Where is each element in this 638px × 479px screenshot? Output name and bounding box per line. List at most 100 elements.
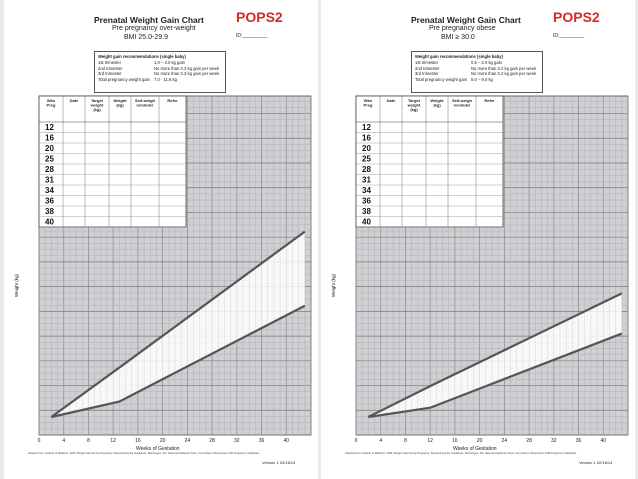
chart-panel-overweight: 0 4 8 12 16 20 24 28 32 36 40 Wks Preg Date Target weig…: [4, 0, 318, 479]
table-header: weight: [407, 103, 421, 108]
x-tick-label: 12: [110, 438, 116, 444]
x-tick-label: 8: [87, 438, 90, 444]
week-label: 36: [362, 197, 371, 206]
table-header: Target: [408, 98, 421, 103]
rec-row-label: 2nd trimester: [98, 65, 123, 71]
table-header: (kg): [116, 103, 124, 108]
table-header: Weight: [430, 98, 444, 103]
tracking-table: [355, 95, 504, 228]
recommendations-title: Weight gain recommendations (single baby…: [98, 54, 186, 59]
source-footnote: Adapted from: Institute of Medicine. 200…: [28, 452, 260, 455]
chart-subtitle: Pre pregnancy over-weight: [112, 25, 196, 32]
rec-row-value: 7.0 - 11.5 kg: [154, 76, 177, 82]
x-tick-label: 0: [355, 438, 358, 444]
x-tick-label: 28: [526, 438, 532, 444]
rec-row-value: No more than 0.2 kg gain per week: [471, 65, 537, 71]
week-label: 34: [45, 186, 54, 195]
x-tick-label: 16: [452, 438, 458, 444]
rec-row: Total pregnancy weight gain 5.0 – 9.0 kg: [415, 77, 539, 83]
week-label: 31: [362, 176, 371, 185]
week-label: 28: [362, 165, 371, 174]
table-header: Refer: [484, 98, 495, 103]
tracking-table: [38, 95, 187, 228]
chart-panel-obese: 0 4 8 12 16 20 24 28 32 36 40 Wks Preg Date Target weig…: [321, 0, 635, 479]
rec-row-value: No more than 0.3 kg gain per week: [154, 65, 220, 71]
week-label: 16: [362, 134, 371, 143]
chart-title: Prenatal Weight Gain Chart: [94, 15, 204, 25]
chart-title: Prenatal Weight Gain Chart: [411, 15, 521, 25]
id-field-label: ID:_________: [236, 33, 268, 39]
week-label: 20: [362, 144, 371, 153]
table-header: Wks: [47, 98, 56, 103]
table-header: Weight: [113, 98, 127, 103]
rec-row-value: No more than 0.3 kg gain per week: [154, 71, 220, 77]
week-label: 38: [45, 207, 54, 216]
x-tick-label: 8: [404, 438, 407, 444]
week-label: 25: [45, 155, 54, 164]
bmi-range: BMI ≥ 30.0: [441, 34, 475, 41]
week-label: 38: [362, 207, 371, 216]
x-tick-label: 20: [477, 438, 483, 444]
x-tick-label: 24: [502, 438, 508, 444]
table-header: Preg: [364, 103, 373, 108]
recommendations-box: Weight gain recommendations (single baby…: [411, 51, 543, 93]
week-label: 12: [362, 123, 371, 132]
brand-logo: POPS2: [236, 9, 283, 25]
x-tick-label: 0: [38, 438, 41, 444]
table-header: Refer: [167, 98, 178, 103]
rec-row: 1st trimester 1.0 – 3.0 kg gain: [98, 60, 222, 66]
table-header: (kg): [93, 107, 101, 112]
lower-limit-line: [51, 304, 306, 419]
x-tick-label: 16: [135, 438, 141, 444]
y-axis-label: Weight (kg): [330, 274, 336, 297]
x-tick-label: 40: [283, 438, 289, 444]
table-header: reminder: [453, 103, 471, 108]
table-header: Date: [387, 98, 396, 103]
table-header: Preg: [47, 103, 56, 108]
rec-row-label: 2nd trimester: [415, 65, 440, 71]
rec-row: 1st trimester 0.5 – 2.0 kg gain: [415, 60, 539, 66]
x-tick-label: 20: [160, 438, 166, 444]
x-tick-label: 4: [62, 438, 65, 444]
source-footnote: Adapted from: Institute of Medicine. 200…: [345, 452, 577, 455]
rec-row-value: 5.0 – 9.0 kg: [471, 76, 493, 82]
rec-row: Total pregnancy weight gain 7.0 - 11.5 kg: [98, 77, 222, 83]
rec-row: 3rd trimester No more than 0.2 kg gain pe…: [415, 71, 539, 77]
week-label: 40: [45, 218, 54, 227]
week-label: 28: [45, 165, 54, 174]
id-field-label: ID:_________: [553, 33, 585, 39]
upper-limit-line: [367, 292, 623, 418]
rec-row-value: 1.0 – 3.0 kg gain: [154, 60, 185, 65]
table-header: (kg): [410, 107, 418, 112]
week-label: 34: [362, 186, 371, 195]
x-tick-label: 32: [234, 438, 240, 444]
rec-row: 2nd trimester No more than 0.3 kg gain pe…: [98, 66, 222, 72]
version-label: Version 1 02/16/14: [579, 460, 613, 465]
x-axis-label: Weeks of Gestation: [453, 446, 497, 452]
week-label: 25: [362, 155, 371, 164]
upper-limit-line: [50, 230, 306, 418]
week-label: 16: [45, 134, 54, 143]
lower-limit-line: [368, 332, 623, 419]
table-header: Date: [70, 98, 79, 103]
x-tick-label: 36: [576, 438, 582, 444]
x-tick-label: 24: [185, 438, 191, 444]
x-tick-label: 4: [379, 438, 382, 444]
rec-row-label: Total pregnancy weight gain: [98, 76, 150, 82]
x-tick-label: 40: [600, 438, 606, 444]
week-label: 36: [45, 197, 54, 206]
week-label: 20: [45, 144, 54, 153]
table-header: weight: [90, 103, 104, 108]
x-axis-label: Weeks of Gestation: [136, 446, 180, 452]
week-label: 31: [45, 176, 54, 185]
rec-row-label: 1st trimester: [98, 60, 122, 65]
table-header: Target: [91, 98, 104, 103]
recommendations-title: Weight gain recommendations (single baby…: [415, 54, 503, 59]
rec-row-label: 3rd trimester: [98, 71, 122, 77]
x-tick-label: 12: [427, 438, 433, 444]
x-tick-label: 32: [551, 438, 557, 444]
rec-row: 2nd trimester No more than 0.2 kg gain pe…: [415, 66, 539, 72]
week-label: 40: [362, 218, 371, 227]
